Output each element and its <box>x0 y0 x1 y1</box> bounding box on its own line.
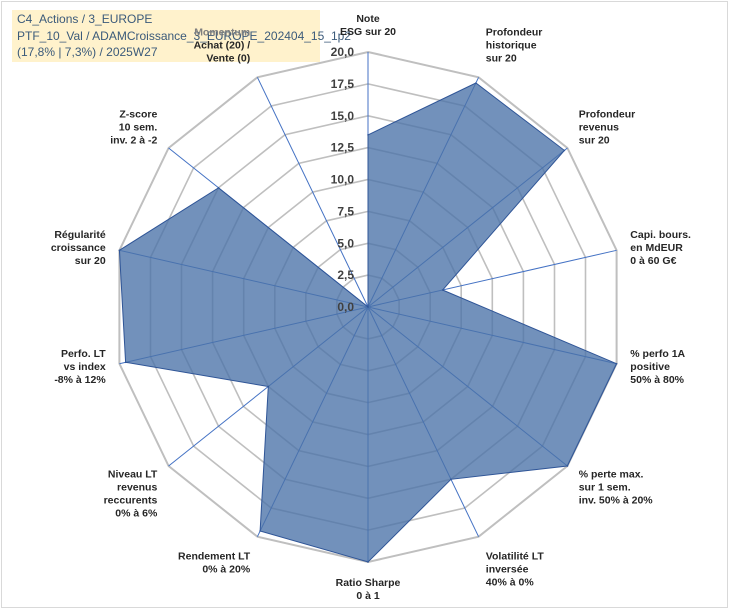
tick-label: 2,5 <box>337 268 354 282</box>
axis-label-line: Momentum <box>194 26 250 38</box>
axis-label-line: Ratio Sharpe <box>336 577 401 589</box>
axis-label-line: Z-score <box>119 109 157 121</box>
tick-label: 5,0 <box>337 236 354 250</box>
axis-label-line: 0% à 20% <box>202 564 251 576</box>
data-point <box>450 478 452 481</box>
axis-label-line: 50% à 80% <box>630 374 684 386</box>
axis-label-line: % perte max. <box>579 469 644 481</box>
axis-label-line: Rendement LT <box>178 551 251 563</box>
data-point <box>566 465 569 467</box>
data-point <box>563 149 566 152</box>
axis-label-line: 0 à 60 G€ <box>630 255 676 267</box>
axis-label-line: vs index <box>64 361 106 373</box>
tick-label: 0,0 <box>337 300 354 314</box>
axis-label-line: positive <box>630 361 670 373</box>
axis-label-line: Vente (0) <box>206 52 250 64</box>
axis-label-line: Niveau LT <box>108 469 158 481</box>
tick-label: 15,0 <box>331 109 355 123</box>
axis-label-line: revenus <box>579 122 619 134</box>
data-point <box>367 561 369 563</box>
axis-label-line: 10 sem. <box>119 122 158 134</box>
axis-label-line: inversée <box>486 564 529 576</box>
axis-label-line: sur 20 <box>579 135 610 147</box>
tick-label: 10,0 <box>331 173 355 187</box>
data-point <box>267 385 270 388</box>
axis-label-line: Note <box>356 13 379 25</box>
header-line-3: (17,8% | 7,3%) / 2025W27 <box>17 45 158 59</box>
data-point <box>367 134 369 136</box>
tick-label: 12,5 <box>331 141 355 155</box>
data-point <box>124 361 127 364</box>
axis-label-line: croissance <box>51 242 106 254</box>
data-point <box>367 306 369 308</box>
data-point <box>217 187 220 189</box>
axis-label-line: Profondeur <box>486 26 543 38</box>
axis-label-line: sur 20 <box>486 52 517 64</box>
axis-label-line: Capi. bours. <box>630 229 691 241</box>
axis-label-line: reccurents <box>104 495 158 507</box>
tick-label: 20,0 <box>331 45 355 59</box>
axis-label-line: Profondeur <box>579 109 636 121</box>
axis-label-line: 0% à 6% <box>115 508 158 520</box>
axis-label-line: sur 1 sem. <box>579 482 631 494</box>
axis-label-line: 0 à 1 <box>356 590 380 602</box>
axis-label-group: % perte max.sur 1 sem.inv. 50% à 20% <box>579 469 654 507</box>
data-point <box>259 530 261 532</box>
axis-label-line: Volatilité LT <box>486 551 545 563</box>
axis-label-line: Perfo. LT <box>61 348 106 360</box>
axis-label-line: inv. 50% à 20% <box>579 495 654 507</box>
axis-label-line: -8% à 12% <box>54 374 106 386</box>
data-point <box>615 362 618 365</box>
axis-label-line: 40% à 0% <box>486 577 535 589</box>
header-line-1: C4_Actions / 3_EUROPE <box>17 12 153 26</box>
header-line-2: PTF_10_Val / ADAMCroissance_3_EUROPE_202… <box>17 28 351 43</box>
radar-series <box>118 82 618 563</box>
data-point <box>118 249 121 252</box>
tick-label: 7,5 <box>337 204 354 218</box>
axis-label-line: ESG sur 20 <box>340 26 396 38</box>
data-point <box>441 289 444 291</box>
axis-label-line: % perfo 1A <box>630 348 685 360</box>
axis-label-line: historique <box>486 39 537 51</box>
axis-label-line: sur 20 <box>75 255 106 267</box>
axis-spoke <box>256 77 369 308</box>
radar-tick-labels: 0,0 2,5 5,0 7,5 10,0 12,5 15,0 17,5 20,0 <box>331 45 355 314</box>
data-point <box>475 82 477 84</box>
axis-label-group: Rendement LT0% à 20% <box>178 551 251 576</box>
axis-label-line: revenus <box>117 482 157 494</box>
axis-label-line: inv. 2 à -2 <box>110 135 157 147</box>
chart-header: C4_Actions / 3_EUROPE PTF_10_Val / ADAMC… <box>12 10 351 62</box>
axis-label-line: Achat (20) / <box>194 39 251 51</box>
tick-label: 17,5 <box>331 77 355 91</box>
series-area <box>118 82 618 563</box>
axis-label-line: Régularité <box>54 229 106 241</box>
axis-label-line: en MdEUR <box>630 242 683 254</box>
